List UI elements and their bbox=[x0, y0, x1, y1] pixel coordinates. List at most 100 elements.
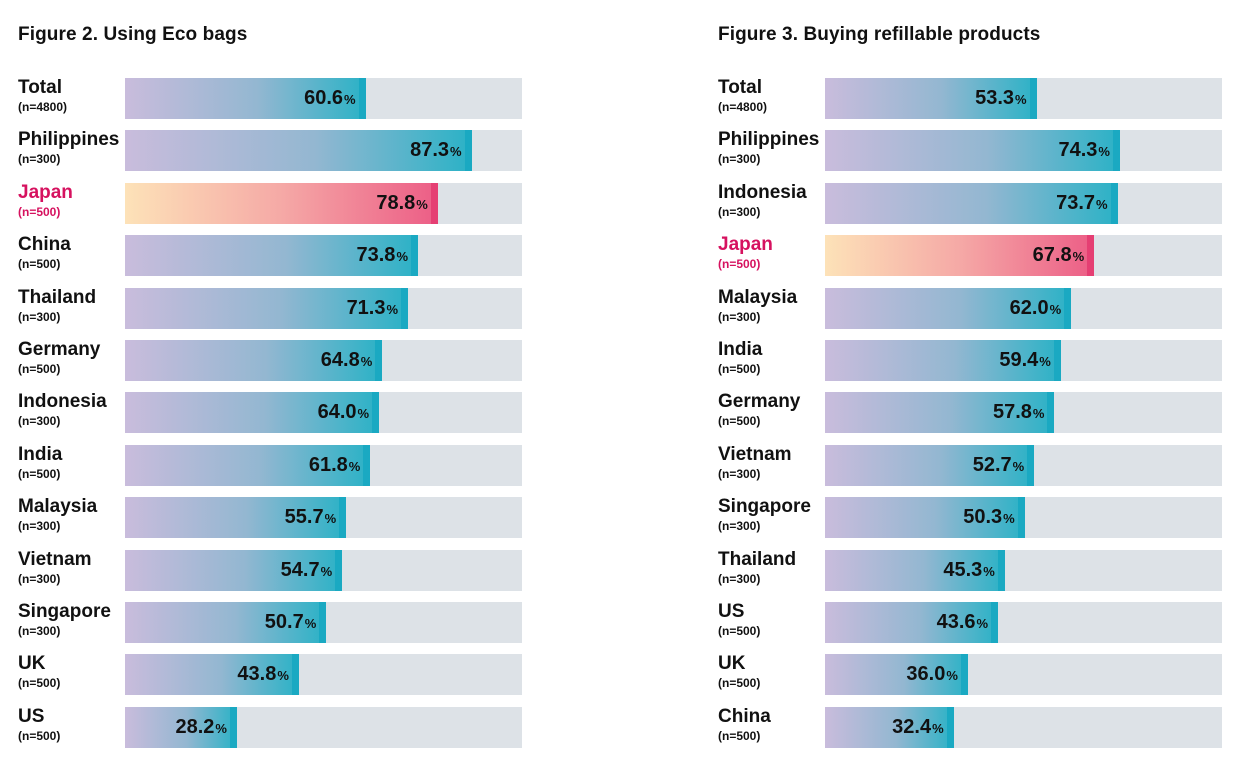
bar-end-cap bbox=[229, 706, 237, 748]
value-number: 50.3 bbox=[963, 506, 1003, 529]
chart-title: Figure 2. Using Eco bags bbox=[18, 24, 248, 45]
value-number: 71.3 bbox=[346, 296, 386, 319]
value-label: 57.8% bbox=[993, 392, 1045, 433]
value-label: 62.0% bbox=[1010, 288, 1062, 329]
bar-end-cap bbox=[946, 706, 954, 748]
bar-track: 59.4% bbox=[825, 340, 1222, 381]
country-label: UK bbox=[18, 653, 46, 675]
sample-size-label: (n=500) bbox=[718, 624, 761, 638]
percent-sign: % bbox=[396, 249, 408, 265]
percent-sign: % bbox=[1015, 92, 1027, 107]
country-label: Vietnam bbox=[18, 548, 92, 570]
bar bbox=[825, 130, 1120, 172]
bar-end-cap bbox=[410, 235, 418, 277]
percent-sign: % bbox=[360, 354, 373, 369]
bar-track: 87.3% bbox=[125, 130, 522, 172]
sample-size-label: (n=300) bbox=[18, 624, 61, 638]
bar-row-india: India (n=500) 59.4% bbox=[718, 340, 1238, 381]
country-label: US bbox=[18, 705, 45, 727]
country-label: Vietnam bbox=[718, 443, 792, 465]
percent-sign: % bbox=[1032, 406, 1045, 422]
bar-end-cap bbox=[960, 654, 968, 696]
figure-2-panel: Figure 2. Using Eco bags Total (n=4800) 60… bbox=[18, 0, 578, 771]
country-label: India bbox=[18, 443, 63, 465]
bar-track: 52.7% bbox=[825, 444, 1222, 486]
chart-title: Figure 3. Buying refillable products bbox=[718, 24, 1041, 45]
value-number: 78.8 bbox=[376, 191, 416, 214]
bar-track: 74.3% bbox=[825, 130, 1222, 172]
bar-row-india: India (n=500) 61.8% bbox=[18, 443, 538, 486]
percent-sign: % bbox=[932, 720, 944, 736]
bar-row-indonesia: Indonesia (n=300) 64.0% bbox=[18, 391, 538, 434]
bar bbox=[125, 706, 237, 748]
value-number: 87.3 bbox=[410, 139, 450, 162]
percent-sign: % bbox=[304, 616, 317, 631]
bar-track: 45.3% bbox=[825, 549, 1222, 591]
bar-track: 60.6% bbox=[125, 78, 522, 119]
bar bbox=[125, 602, 327, 643]
value-label: 36.0% bbox=[906, 654, 958, 695]
bar-track: 57.8% bbox=[825, 392, 1222, 434]
bar bbox=[125, 182, 438, 224]
value-label: 87.3% bbox=[410, 130, 462, 171]
row-label: US (n=500) bbox=[718, 601, 828, 639]
row-label: US (n=500) bbox=[18, 705, 128, 743]
country-label: Indonesia bbox=[18, 391, 107, 413]
bar-end-cap bbox=[401, 287, 409, 329]
bar-track: 73.7% bbox=[825, 182, 1222, 224]
percent-sign: % bbox=[946, 668, 958, 684]
bar-row-philippines: Philippines (n=300) 74.3% bbox=[718, 130, 1238, 172]
bar-row-malaysia: Malaysia (n=300) 62.0% bbox=[718, 287, 1238, 329]
percent-sign: % bbox=[1096, 196, 1108, 212]
value-label: 61.8% bbox=[309, 445, 361, 486]
bar bbox=[825, 602, 999, 643]
bar-end-cap bbox=[358, 78, 366, 119]
row-label: Vietnam (n=300) bbox=[718, 443, 828, 481]
bar bbox=[825, 235, 1095, 277]
bar-row-total: Total (n=4800) 53.3% bbox=[718, 78, 1238, 119]
value-number: 55.7 bbox=[284, 506, 324, 529]
bar-track: 67.8% bbox=[825, 235, 1222, 277]
bar-end-cap bbox=[1053, 340, 1061, 381]
bar-row-germany: Germany (n=500) 57.8% bbox=[718, 392, 1238, 434]
bar bbox=[825, 654, 968, 696]
bar-end-cap bbox=[1047, 392, 1055, 434]
row-label: Thailand (n=300) bbox=[18, 287, 128, 324]
value-number: 53.3 bbox=[975, 87, 1015, 109]
bar bbox=[825, 340, 1061, 381]
value-label: 74.3% bbox=[1058, 130, 1110, 171]
bar bbox=[125, 235, 418, 277]
bar-row-us: US (n=500) 43.6% bbox=[718, 602, 1238, 643]
row-label: India (n=500) bbox=[18, 443, 128, 481]
sample-size-label: (n=300) bbox=[718, 519, 761, 534]
row-label: Singapore (n=300) bbox=[18, 602, 128, 639]
bar-track: 64.0% bbox=[125, 392, 522, 434]
value-number: 52.7 bbox=[972, 453, 1012, 476]
bar bbox=[125, 444, 371, 486]
bar-track: 71.3% bbox=[125, 287, 522, 329]
figure-3-panel: Figure 3. Buying refillable products Tot… bbox=[718, 0, 1248, 771]
bar-end-cap bbox=[319, 602, 327, 643]
bar-row-china: China (n=500) 73.8% bbox=[18, 235, 538, 277]
country-label: Philippines bbox=[18, 129, 120, 151]
percent-sign: % bbox=[1012, 458, 1025, 474]
value-number: 57.8 bbox=[992, 401, 1032, 424]
bar-track: 50.3% bbox=[825, 497, 1222, 539]
value-number: 60.6 bbox=[304, 87, 344, 109]
bar-end-cap bbox=[430, 182, 438, 224]
country-label: US bbox=[718, 601, 745, 622]
value-label: 50.7% bbox=[265, 602, 317, 643]
value-label: 43.8% bbox=[237, 654, 289, 695]
bar bbox=[825, 706, 954, 748]
bar-track: 54.7% bbox=[125, 549, 522, 591]
bar-end-cap bbox=[1110, 182, 1118, 224]
bar bbox=[125, 130, 472, 172]
bar bbox=[825, 182, 1118, 224]
sample-size-label: (n=300) bbox=[18, 309, 61, 324]
sample-size-label: (n=300) bbox=[718, 309, 761, 324]
value-label: 67.8% bbox=[1033, 235, 1085, 276]
bar-track: 43.6% bbox=[825, 602, 1222, 643]
sample-size-label: (n=500) bbox=[18, 728, 61, 743]
country-label: Indonesia bbox=[718, 181, 807, 203]
value-number: 54.7 bbox=[280, 558, 320, 581]
